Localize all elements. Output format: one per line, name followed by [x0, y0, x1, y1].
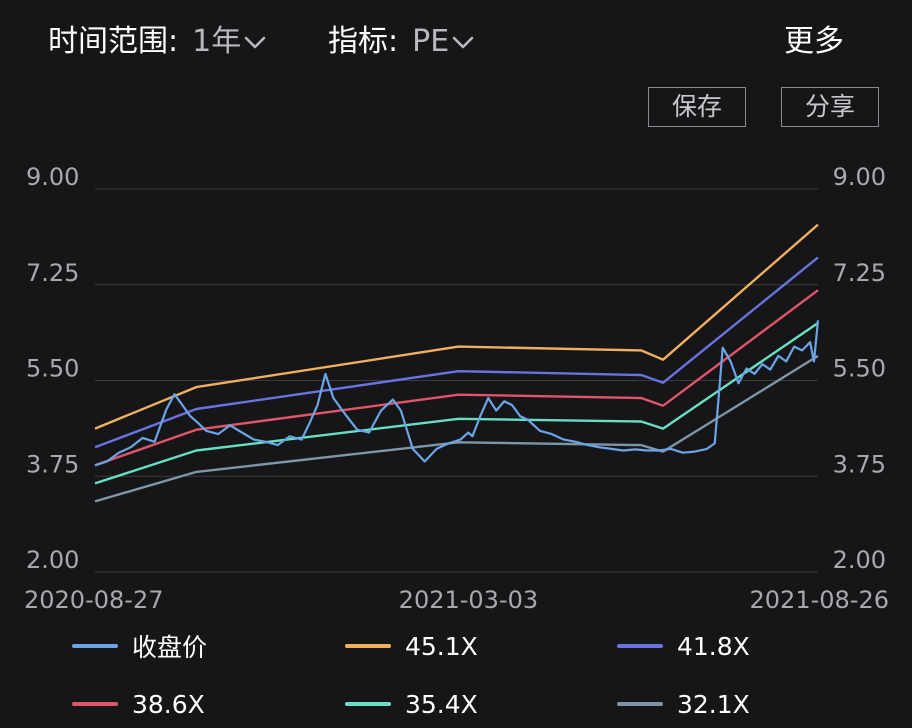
- legend-label: 41.8X: [677, 631, 750, 661]
- legend-swatch: [72, 702, 118, 706]
- legend-item-band-45: 45.1X: [345, 626, 478, 666]
- x-tick-label: 2021-03-03: [399, 586, 538, 614]
- y-tick-label-right: 5.50: [833, 355, 886, 383]
- time-range-selector[interactable]: 时间范围: 1年: [48, 22, 267, 62]
- y-tick-label-left: 9.00: [26, 163, 79, 191]
- y-tick-label-left: 7.25: [26, 259, 79, 287]
- series-line-32.1X: [94, 354, 819, 503]
- legend-swatch: [345, 702, 391, 706]
- legend-label: 收盘价: [132, 633, 208, 662]
- time-range-label: 时间范围:: [48, 24, 179, 59]
- legend-item-band-38: 38.6X: [72, 684, 205, 724]
- x-tick-label: 2021-08-26: [750, 586, 889, 614]
- y-tick-label-right: 7.25: [833, 259, 886, 287]
- y-tick-label-right: 2.00: [833, 546, 886, 574]
- legend-item-band-41: 41.8X: [617, 626, 750, 666]
- series-line-38.6X: [94, 289, 819, 467]
- x-tick-label: 2020-08-27: [24, 586, 163, 614]
- series-line-45.1X: [94, 223, 819, 430]
- legend-label: 45.1X: [405, 631, 478, 661]
- legend-swatch: [345, 644, 391, 648]
- more-button[interactable]: 更多: [784, 24, 844, 59]
- chevron-down-icon: [244, 36, 266, 49]
- save-button[interactable]: 保存: [648, 87, 746, 127]
- y-tick-label-left: 5.50: [26, 355, 79, 383]
- legend-swatch: [617, 702, 663, 706]
- metric-value: PE: [412, 24, 450, 59]
- legend-label: 35.4X: [405, 689, 478, 719]
- series-line-41.8X: [94, 256, 819, 449]
- pe-band-chart: 9.00 9.00 7.25 7.25 5.50 5.50 3.75 3.75 2.00 2.00…: [24, 163, 889, 614]
- y-tick-label-right: 3.75: [833, 450, 886, 478]
- legend-label: 32.1X: [677, 689, 750, 719]
- legend-swatch: [72, 644, 118, 648]
- metric-selector[interactable]: 指标: PE: [328, 22, 475, 62]
- series-line-35.4X: [94, 322, 819, 485]
- legend-item-close: 收盘价: [72, 626, 207, 666]
- y-tick-label-left: 2.00: [26, 546, 79, 574]
- series-line-close: [94, 320, 820, 467]
- y-tick-label-right: 9.00: [833, 163, 886, 191]
- legend-item-band-35: 35.4X: [345, 684, 478, 724]
- chevron-down-icon: [452, 36, 474, 49]
- share-button[interactable]: 分享: [781, 87, 879, 127]
- chart-legend: 收盘价 45.1X 41.8X 38.6X 35.4X 32.1X: [0, 620, 912, 728]
- legend-label: 38.6X: [132, 689, 205, 719]
- time-range-value: 1年: [192, 24, 242, 59]
- metric-label: 指标:: [328, 24, 399, 59]
- legend-item-band-32: 32.1X: [617, 684, 750, 724]
- chart-toolbar: 时间范围: 1年 指标: PE 更多: [0, 0, 912, 80]
- legend-swatch: [617, 644, 663, 648]
- y-tick-label-left: 3.75: [26, 450, 79, 478]
